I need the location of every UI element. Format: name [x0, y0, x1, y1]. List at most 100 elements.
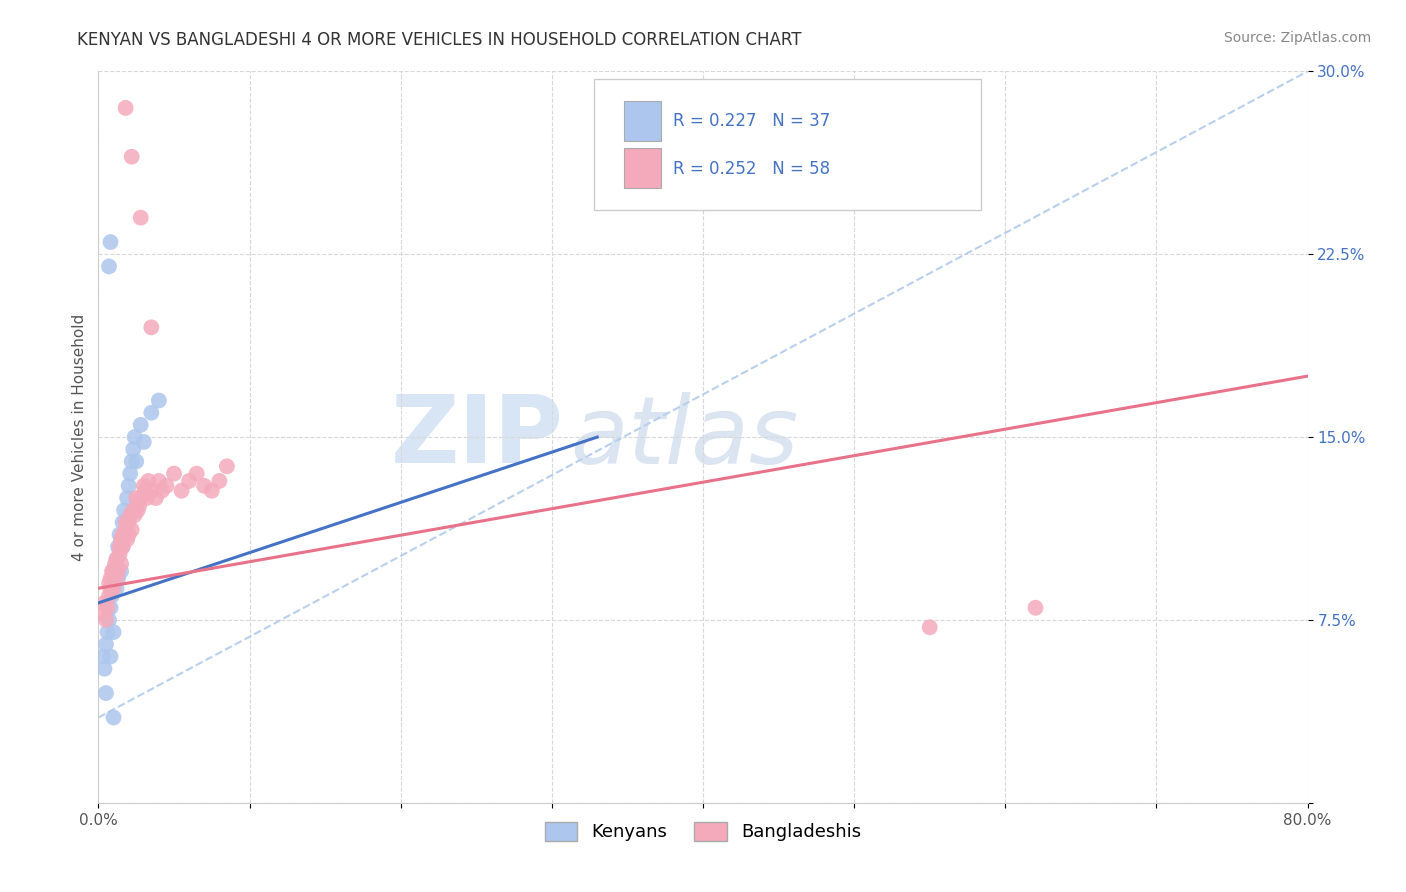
Point: [103, 581, 125, 595]
Point: [103, 625, 125, 640]
Text: R = 0.227   N = 37: R = 0.227 N = 37: [672, 112, 830, 130]
Point: [104, 557, 127, 571]
Point: [100, 572, 122, 586]
Point: [118, 527, 141, 541]
Point: [94, 686, 117, 700]
Point: [122, 503, 145, 517]
Point: [186, 467, 208, 481]
Point: [155, 479, 177, 493]
Point: [100, 581, 122, 595]
Point: [110, 564, 132, 578]
Point: [141, 483, 163, 498]
Point: [136, 474, 159, 488]
Point: [179, 474, 201, 488]
Point: [114, 516, 136, 530]
Point: [125, 454, 148, 468]
Point: [111, 527, 134, 541]
Point: [104, 564, 127, 578]
Point: [105, 581, 128, 595]
Point: [112, 533, 135, 547]
Point: [129, 417, 152, 432]
Point: [105, 552, 128, 566]
Point: [132, 434, 155, 449]
Point: [118, 479, 141, 493]
Point: [110, 533, 132, 547]
Point: [114, 523, 136, 537]
Point: [163, 467, 186, 481]
Point: [114, 101, 136, 115]
Point: [107, 564, 129, 578]
Point: [98, 576, 121, 591]
Point: [105, 572, 128, 586]
Point: [98, 613, 121, 627]
Point: [103, 564, 125, 578]
Point: [98, 589, 121, 603]
Point: [108, 547, 131, 561]
Bar: [624, 101, 661, 141]
Text: atlas: atlas: [569, 392, 799, 483]
Point: [121, 150, 143, 164]
Point: [93, 662, 115, 676]
Point: [93, 596, 115, 610]
Point: [100, 649, 122, 664]
Point: [114, 516, 136, 530]
Point: [148, 474, 170, 488]
Point: [120, 467, 142, 481]
Y-axis label: 4 or more Vehicles in Household: 4 or more Vehicles in Household: [72, 313, 87, 561]
Point: [91, 649, 114, 664]
Point: [128, 499, 150, 513]
Point: [122, 442, 145, 457]
Text: KENYAN VS BANGLADESHI 4 OR MORE VEHICLES IN HOUSEHOLD CORRELATION CHART: KENYAN VS BANGLADESHI 4 OR MORE VEHICLES…: [77, 31, 801, 49]
Point: [201, 483, 224, 498]
Point: [170, 483, 193, 498]
Point: [124, 430, 146, 444]
Point: [145, 491, 167, 505]
Point: [125, 491, 148, 505]
Point: [108, 527, 131, 541]
Point: [103, 576, 125, 591]
Point: [111, 540, 134, 554]
Point: [101, 589, 124, 603]
Point: [121, 454, 143, 468]
Point: [120, 508, 142, 522]
Point: [141, 406, 163, 420]
Point: [110, 557, 132, 571]
Text: Source: ZipAtlas.com: Source: ZipAtlas.com: [1223, 31, 1371, 45]
Point: [148, 393, 170, 408]
Point: [124, 508, 146, 522]
Point: [135, 491, 157, 505]
Bar: [624, 148, 661, 188]
Legend: Kenyans, Bangladeshis: Kenyans, Bangladeshis: [537, 814, 869, 848]
Point: [105, 552, 128, 566]
Point: [112, 503, 135, 517]
Point: [94, 613, 117, 627]
Point: [108, 540, 131, 554]
Point: [103, 710, 125, 724]
Point: [1024, 600, 1046, 615]
Point: [96, 625, 118, 640]
Point: [91, 606, 114, 620]
Point: [127, 503, 149, 517]
Point: [118, 516, 141, 530]
Point: [115, 533, 138, 547]
Point: [100, 600, 122, 615]
Point: [107, 540, 129, 554]
Point: [94, 637, 117, 651]
Point: [111, 516, 134, 530]
Point: [121, 523, 143, 537]
Point: [110, 533, 132, 547]
Point: [215, 459, 238, 474]
Point: [129, 491, 152, 505]
Point: [115, 491, 138, 505]
Point: [193, 479, 215, 493]
Point: [150, 483, 173, 498]
Point: [100, 235, 122, 249]
Point: [141, 320, 163, 334]
Point: [918, 620, 941, 634]
Text: R = 0.252   N = 58: R = 0.252 N = 58: [672, 160, 830, 178]
Point: [132, 479, 155, 493]
Text: ZIP: ZIP: [391, 391, 564, 483]
FancyBboxPatch shape: [595, 78, 981, 211]
Point: [111, 540, 134, 554]
Point: [129, 211, 152, 225]
